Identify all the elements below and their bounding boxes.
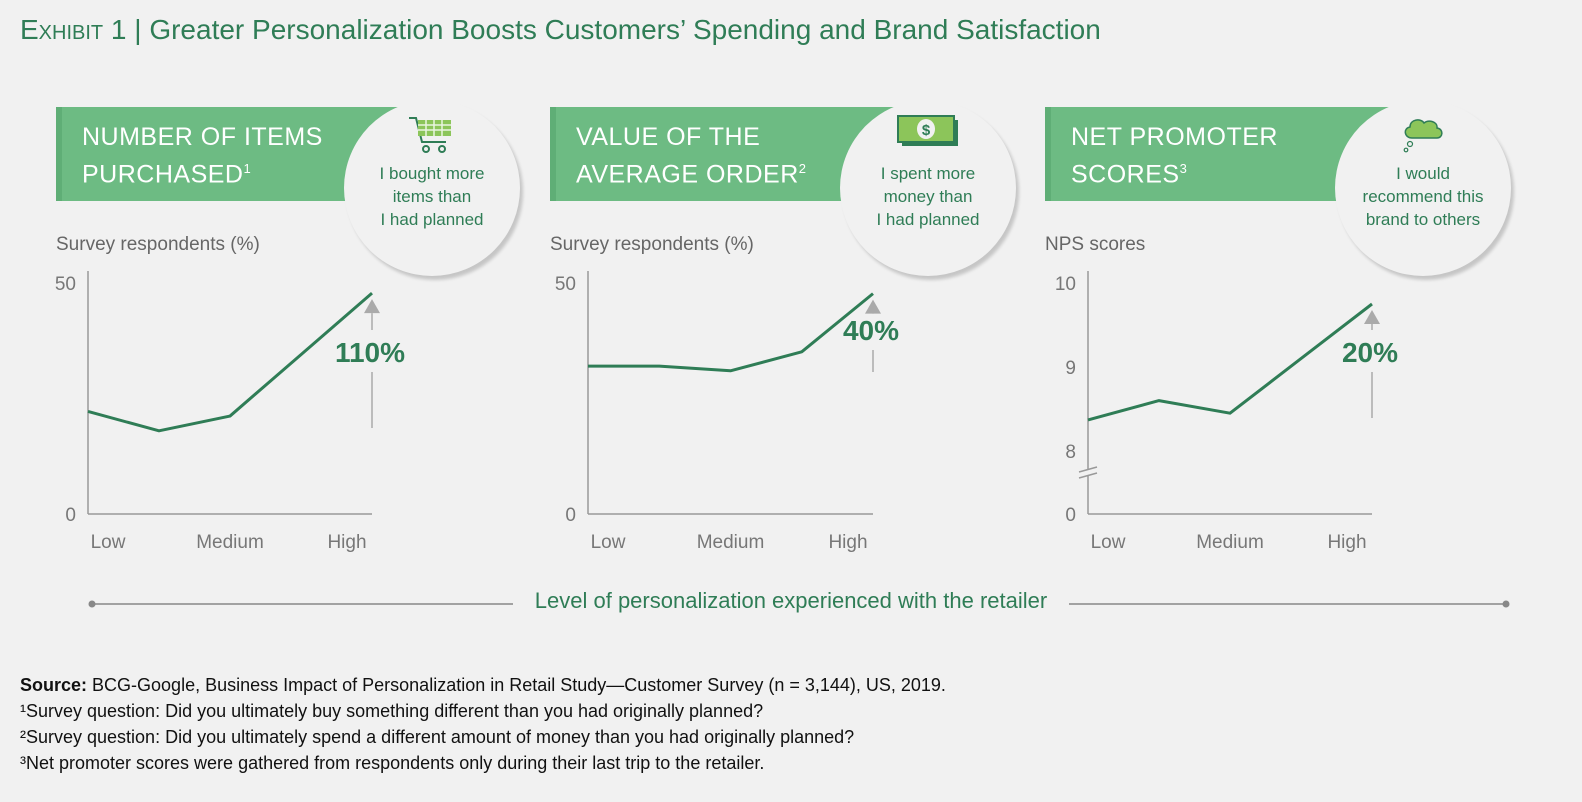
panel-title: NUMBER OF ITEMS PURCHASED [82, 123, 323, 189]
title-separator: | [134, 14, 142, 45]
footnote-3: ³Net promoter scores were gathered from … [20, 753, 765, 773]
svg-text:$: $ [922, 122, 931, 139]
y-axis-label: Survey respondents (%) [56, 234, 260, 255]
quote-line: I spent more [880, 164, 976, 183]
footnote-marker: 1 [243, 161, 252, 176]
quote-line: recommend this [1362, 187, 1484, 206]
exhibit-title: Exhibit 1 | Greater Personalization Boos… [20, 14, 1101, 46]
chart-0: 0 50 Low Medium High 110% [55, 271, 405, 553]
rule-end-dot [88, 600, 96, 608]
change-annotation: 110% [335, 337, 405, 368]
quote-bubble: I bought more items than I had planned [344, 100, 520, 276]
footnote-marker: 2 [798, 161, 807, 176]
series-line [1087, 302, 1373, 422]
panel-header-order-value: VALUE OF THE AVERAGE ORDER2 [550, 107, 900, 201]
x-tick-label: Medium [196, 532, 264, 553]
quote-line: items than [392, 187, 472, 206]
x-tick-label: Low [91, 532, 126, 553]
y-axis-label: Survey respondents (%) [550, 234, 754, 255]
footnote-1: ¹Survey question: Did you ultimately buy… [20, 701, 764, 721]
quote-line: I had planned [380, 210, 484, 229]
x-tick-label: Low [1091, 532, 1126, 553]
series-line [588, 292, 874, 373]
x-tick-label: Low [591, 532, 626, 553]
exhibit-number: Exhibit 1 [20, 14, 127, 45]
y-tick-label: 0 [65, 505, 76, 526]
panel-title: VALUE OF THE AVERAGE ORDER [576, 123, 799, 189]
axis-break-mark [1078, 472, 1098, 479]
x-axis-title: Level of personalization experienced wit… [512, 588, 1070, 613]
y-tick-label: 9 [1065, 358, 1076, 379]
x-tick-label: High [327, 532, 366, 553]
panel-title: NET PROMOTER SCORES [1071, 123, 1278, 189]
source-text: BCG-Google, Business Impact of Personali… [87, 675, 946, 695]
quote-bubble: $ I spent more money than I had planned [840, 100, 1016, 276]
y-axis-label: NPS scores [1045, 234, 1146, 255]
arrow-head [865, 299, 881, 314]
chart-2: 0 8 9 10 Low Medium High 20% [1055, 271, 1398, 553]
y-tick-label: 8 [1065, 442, 1076, 463]
x-tick-label: Medium [1196, 532, 1264, 553]
x-tick-label: Medium [697, 532, 765, 553]
source-label: Source: [20, 675, 88, 695]
series-line [87, 292, 373, 433]
quote-line: brand to others [1365, 210, 1481, 229]
quote-line: I bought more [379, 164, 485, 183]
y-tick-label: 0 [565, 505, 576, 526]
footer: Source: BCG-Google, Business Impact of P… [20, 672, 946, 776]
y-tick-label: 50 [55, 274, 76, 295]
thought-bubble-icon [1335, 114, 1511, 163]
change-annotation: 20% [1342, 337, 1398, 368]
x-tick-label: High [1327, 532, 1366, 553]
y-tick-label: 50 [555, 274, 576, 295]
axis-break-mark [1078, 466, 1098, 473]
chart-1: 0 50 Low Medium High 40% [555, 271, 899, 553]
quote-line: I had planned [876, 210, 980, 229]
quote-line: money than [883, 187, 973, 206]
y-tick-label: 0 [1065, 505, 1076, 526]
footnote-2: ²Survey question: Did you ultimately spe… [20, 727, 855, 747]
quote-line: I would [1396, 164, 1450, 183]
change-annotation: 40% [843, 315, 899, 346]
y-tick-label: 10 [1055, 274, 1076, 295]
x-tick-label: High [828, 532, 867, 553]
title-text: Greater Personalization Boosts Customers… [149, 14, 1101, 45]
quote-bubble: I would recommend this brand to others [1335, 100, 1511, 276]
rule-end-dot [1502, 600, 1510, 608]
arrow-head [1364, 310, 1380, 324]
arrow-head [364, 299, 380, 314]
shopping-cart-icon [344, 114, 520, 161]
footnote-marker: 3 [1179, 161, 1188, 176]
axis-break-gap [1085, 470, 1091, 476]
dollar-bill-icon: $ [840, 114, 1016, 155]
